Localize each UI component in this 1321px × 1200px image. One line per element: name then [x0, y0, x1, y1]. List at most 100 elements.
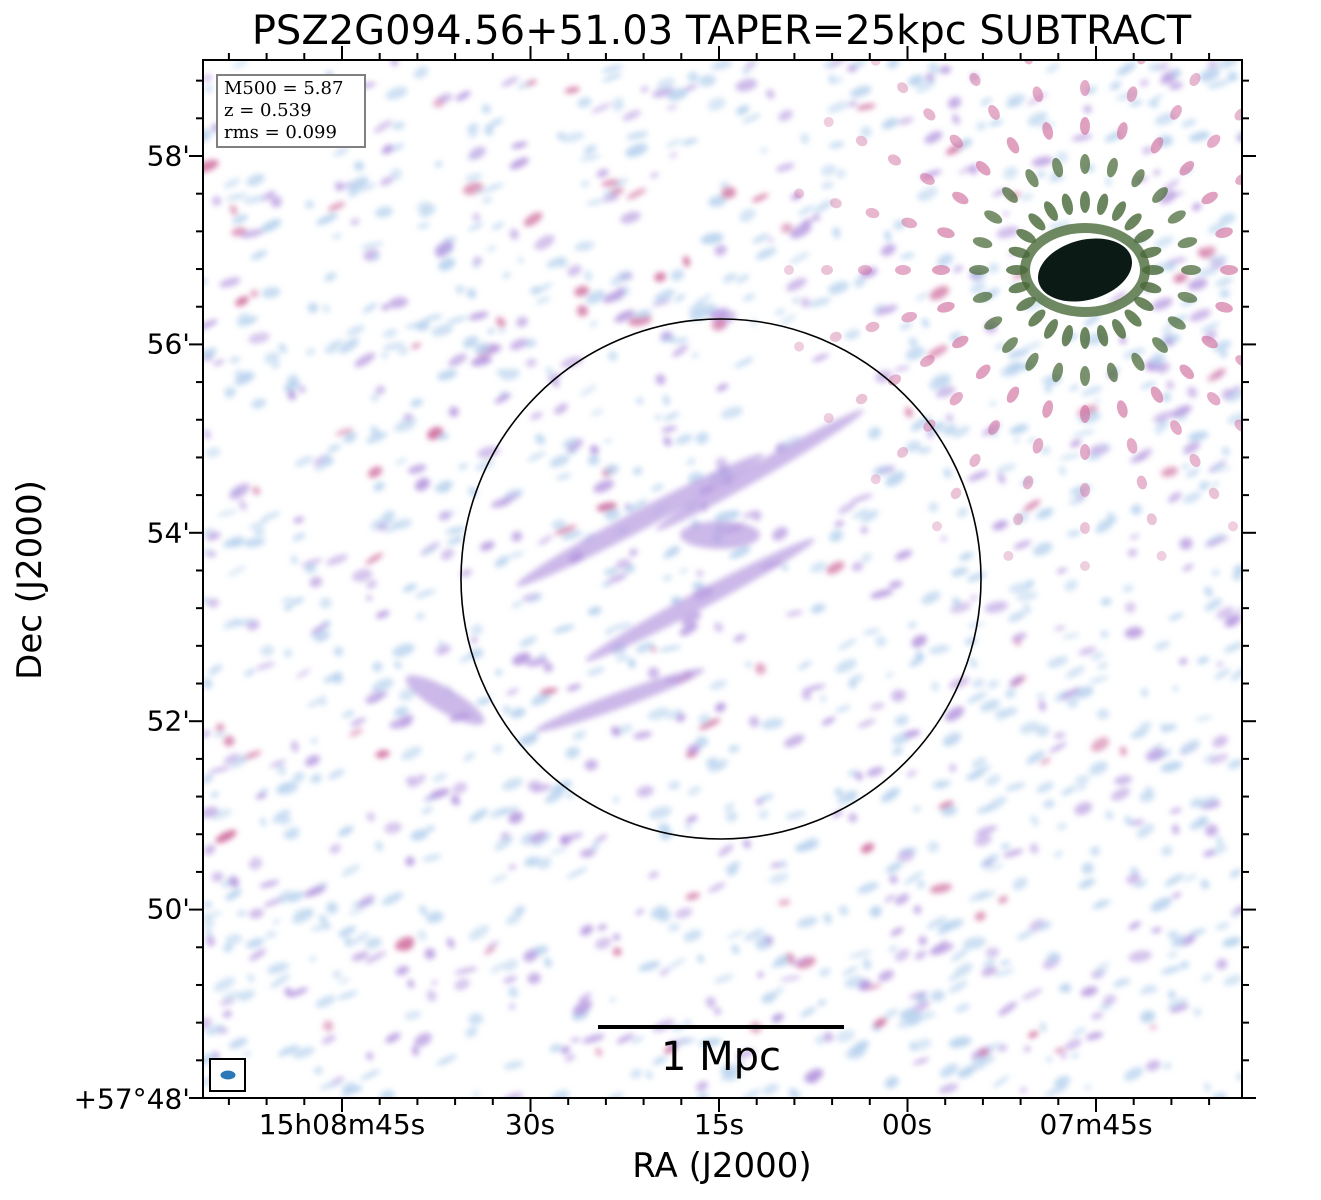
noise-speckle — [720, 406, 744, 419]
rms-label: rms = 0.099 — [224, 122, 337, 143]
noise-speckle — [417, 223, 430, 229]
noise-speckle — [338, 338, 360, 354]
noise-speckle — [464, 173, 483, 182]
noise-speckle — [277, 890, 294, 904]
artefact-spoke — [937, 301, 955, 313]
noise-speckle — [1008, 582, 1032, 594]
artefact-spoke — [855, 135, 868, 147]
noise-speckle — [625, 143, 648, 158]
artefact-spoke — [1150, 137, 1164, 154]
noise-speckle — [385, 86, 408, 100]
artefact-spoke — [1096, 324, 1109, 347]
artefact-spoke — [865, 207, 880, 219]
noise-speckle — [468, 925, 490, 941]
artefact-spoke — [1080, 327, 1090, 349]
noise-speckle — [803, 684, 826, 692]
noise-speckle — [1095, 520, 1114, 534]
artefact-spoke — [1016, 297, 1036, 311]
noise-speckle — [364, 690, 385, 704]
noise-speckle — [894, 365, 910, 372]
noise-speckle — [708, 882, 726, 893]
noise-speckle — [912, 805, 922, 813]
noise-speckle — [244, 668, 256, 677]
noise-speckle — [913, 1057, 930, 1065]
noise-speckle — [1120, 64, 1135, 73]
noise-speckle — [1103, 994, 1117, 1006]
noise-speckle — [1167, 998, 1188, 1009]
noise-speckle — [662, 549, 681, 559]
noise-speckle — [640, 86, 649, 93]
noise-speckle — [580, 180, 590, 188]
noise-speckle — [482, 197, 493, 204]
noise-speckle — [958, 163, 979, 174]
artefact-spoke — [952, 335, 969, 349]
noise-speckle — [579, 154, 601, 162]
noise-speckle — [566, 684, 582, 691]
noise-speckle — [638, 500, 647, 506]
noise-speckle — [1003, 166, 1018, 180]
noise-speckle — [650, 172, 659, 179]
noise-speckle — [429, 788, 450, 799]
noise-speckle — [375, 840, 384, 852]
noise-speckle — [203, 429, 211, 440]
noise-speckle — [310, 737, 318, 745]
noise-speckle — [668, 780, 681, 790]
noise-speckle — [1130, 729, 1148, 739]
noise-speckle — [1173, 273, 1188, 283]
artefact-spoke — [1032, 86, 1044, 103]
noise-speckle — [751, 510, 762, 521]
noise-speckle — [260, 817, 267, 827]
noise-speckle — [255, 661, 276, 670]
noise-speckle — [929, 883, 953, 894]
noise-speckle — [972, 678, 985, 689]
noise-speckle — [727, 867, 739, 877]
noise-speckle — [837, 638, 857, 650]
noise-speckle — [1044, 383, 1052, 394]
artefact-spoke — [1267, 372, 1284, 388]
noise-speckle — [1092, 899, 1106, 909]
noise-speckle — [685, 751, 697, 758]
noise-speckle — [365, 937, 382, 949]
noise-speckle — [414, 1032, 432, 1047]
noise-speckle — [331, 339, 345, 345]
noise-speckle — [512, 652, 531, 666]
noise-speckle — [410, 398, 424, 408]
artefact-spoke — [1022, 475, 1034, 490]
noise-speckle — [210, 808, 232, 820]
noise-speckle — [564, 86, 580, 94]
artefact-spoke — [1080, 80, 1090, 96]
noise-speckle — [969, 657, 978, 669]
x-tick-label: 15s — [693, 1108, 745, 1141]
noise-speckle — [628, 314, 652, 327]
noise-speckle — [815, 1035, 826, 1045]
noise-speckle — [1104, 810, 1114, 820]
noise-speckle — [545, 789, 565, 804]
noise-speckle — [1047, 656, 1069, 668]
noise-speckle — [481, 104, 491, 114]
artefact-spoke — [829, 198, 842, 209]
noise-speckle — [1031, 156, 1054, 167]
noise-speckle — [527, 451, 546, 462]
noise-speckle — [223, 735, 235, 747]
artefact-spoke — [784, 265, 794, 275]
noise-speckle — [1204, 586, 1214, 597]
noise-speckle — [350, 932, 370, 946]
noise-speckle — [1179, 537, 1193, 550]
noise-speckle — [609, 997, 617, 1002]
noise-speckle — [580, 848, 596, 858]
noise-speckle — [827, 281, 850, 295]
beam-ellipse — [220, 1070, 236, 1080]
noise-speckle — [243, 194, 266, 205]
noise-speckle — [602, 195, 620, 202]
artefact-spoke — [895, 265, 911, 275]
noise-speckle — [1208, 753, 1229, 764]
noise-speckle — [1148, 63, 1161, 72]
noise-speckle — [203, 597, 210, 605]
noise-speckle — [203, 844, 216, 855]
noise-speckle — [342, 710, 355, 718]
noise-speckle — [689, 307, 710, 321]
noise-speckle — [911, 634, 927, 648]
noise-speckle — [647, 667, 660, 679]
noise-speckle — [269, 974, 291, 989]
noise-speckle — [1212, 340, 1232, 352]
